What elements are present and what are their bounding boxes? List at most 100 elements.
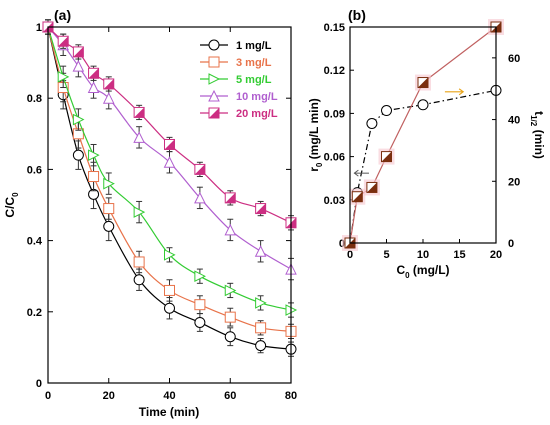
panel-b-ticks: 0 5 10 15 20 0 0.03 0.06 0.09 0.12 0.15 0 20 40 60 — [324, 22, 521, 261]
panel-b-x-tick-label: 20 — [490, 249, 502, 261]
data-point — [164, 302, 175, 314]
panel-b-x-tick-label: 15 — [453, 249, 465, 261]
legend-entry: 3 mg/L — [200, 56, 272, 69]
data-point — [102, 92, 115, 104]
data-point — [164, 249, 176, 261]
legend-marker — [208, 107, 220, 119]
data-point — [224, 331, 236, 343]
panel-b-y-axis-title: r0 (mg/L min) — [307, 98, 324, 172]
data-point — [57, 71, 70, 83]
legend-entry: 5 mg/L — [200, 73, 272, 86]
left-axis-arrow — [353, 169, 369, 177]
panel-a-y-tick-label: 0.6 — [27, 164, 42, 176]
panel-a-x-axis-title: Time (min) — [139, 405, 199, 419]
svg-text:t1/2 (min): t1/2 (min) — [529, 111, 546, 159]
data-point — [224, 223, 237, 236]
svg-text:r0 (mg/L min): r0 (mg/L min) — [307, 98, 324, 172]
panel-a-chart: 0 20 40 60 80 0 0.2 0.4 0.6 0.8 1 (a) C/C0 Time (m… — [3, 7, 297, 419]
panel-b-y-tick-label: 0.09 — [324, 108, 345, 120]
data-point — [103, 203, 115, 215]
panel-b-y-tick-label: 0.12 — [324, 65, 345, 77]
panel-b-y2-axis-title: t1/2 (min) — [529, 111, 546, 159]
svg-text:C/C0: C/C0 — [3, 192, 20, 218]
panel-a-x-tick-label: 40 — [163, 390, 175, 402]
panel-b-series-r0 — [344, 84, 502, 249]
panel-a-x-tick-label: 20 — [103, 390, 115, 402]
panel-b-y2-tick-label: 40 — [508, 115, 520, 127]
legend-label: 1 mg/L — [236, 40, 272, 52]
panel-a-y-tick-label: 1 — [36, 22, 42, 34]
data-point — [133, 206, 146, 218]
data-point — [194, 163, 206, 175]
data-point — [103, 220, 115, 232]
panel-a-x-tick-label: 0 — [45, 390, 51, 402]
panel-b-y-tick-label: 0 — [339, 238, 345, 250]
panel-b-y2-tick-label: 60 — [508, 53, 520, 65]
legend-marker — [208, 73, 221, 85]
legend-marker — [208, 39, 220, 51]
data-point — [88, 171, 100, 183]
panel-a-legend: 1 mg/L 3 mg/L 5 mg/L 10 mg/L 20 mg/L — [200, 39, 278, 120]
panel-a-x-tick-label: 60 — [224, 390, 236, 402]
panel-a-label: (a) — [54, 7, 71, 23]
data-point — [164, 284, 175, 296]
panel-b-y-tick-label: 0.03 — [324, 195, 345, 207]
panel-b-x-tick-label: 0 — [347, 249, 353, 261]
series-line — [349, 89, 497, 244]
panel-b-x-tick-label: 5 — [383, 249, 389, 261]
data-point — [72, 46, 84, 58]
data-point — [194, 299, 206, 311]
panel-b-y-tick-label: 0.15 — [324, 22, 345, 34]
data-point — [366, 181, 378, 193]
panel-b-x-tick-label: 10 — [417, 249, 429, 261]
data-point — [88, 149, 100, 161]
panel-b-axis-arrows — [353, 88, 465, 177]
panel-a-y-tick-label: 0.4 — [27, 236, 43, 248]
data-point — [366, 117, 378, 129]
panel-a-y-tick-label: 0.8 — [27, 93, 42, 105]
data-point — [133, 256, 145, 268]
panel-b-y2-tick-label: 0 — [508, 238, 514, 250]
data-point — [133, 131, 145, 143]
data-point — [254, 245, 267, 257]
data-point — [88, 67, 100, 79]
legend-marker — [208, 56, 220, 68]
data-point — [381, 105, 392, 117]
data-point — [417, 99, 429, 111]
data-point — [194, 316, 206, 328]
legend-label: 10 mg/L — [236, 91, 278, 103]
data-point — [72, 60, 85, 72]
panel-b-y-tick-label: 0.06 — [324, 152, 345, 164]
panel-a-x-tick-label: 80 — [285, 390, 297, 402]
legend-label: 5 mg/L — [236, 74, 272, 86]
data-point — [255, 203, 267, 215]
data-point — [224, 192, 236, 204]
data-point — [194, 191, 206, 204]
right-axis-arrow — [444, 88, 465, 96]
legend-entry: 20 mg/L — [200, 107, 278, 120]
legend-entry: 1 mg/L — [200, 39, 272, 52]
panel-b-y2-tick-label: 20 — [508, 176, 520, 188]
legend-marker — [208, 89, 220, 102]
panel-b-chart: 0 5 10 15 20 0 0.03 0.06 0.09 0.12 0.15 0 20 40 60 (b)… — [307, 7, 546, 280]
data-point — [133, 106, 145, 118]
data-point — [103, 177, 115, 190]
panel-a-y-axis-title: C/C0 — [3, 192, 20, 218]
panel-a-series — [42, 19, 298, 357]
legend-label: 20 mg/L — [236, 108, 278, 120]
data-point — [57, 35, 69, 47]
data-point — [72, 149, 84, 161]
panel-a-y-tick-label: 0 — [36, 378, 42, 390]
series-line — [349, 26, 497, 244]
data-point — [351, 191, 363, 203]
legend-label: 3 mg/L — [236, 57, 272, 69]
panel-a-ticks: 0 20 40 60 80 0 0.2 0.4 0.6 0.8 1 — [27, 22, 297, 402]
legend-entry: 10 mg/L — [200, 89, 278, 103]
data-point — [417, 77, 429, 89]
data-point — [133, 274, 145, 286]
data-point — [72, 113, 85, 126]
data-point — [194, 270, 206, 283]
panel-a-y-tick-label: 0.2 — [27, 307, 42, 319]
data-point — [381, 151, 392, 163]
